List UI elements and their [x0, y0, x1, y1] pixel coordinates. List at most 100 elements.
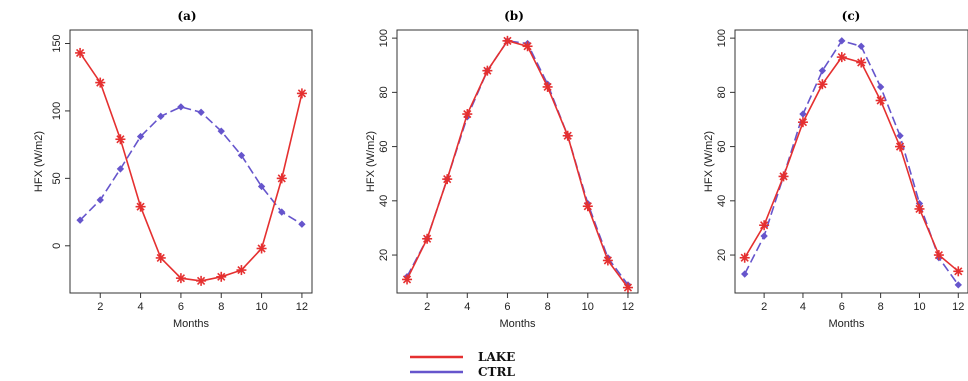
- series-line-ctrl: [743, 39, 959, 286]
- series-line-ctrl: [79, 106, 303, 225]
- data-point-lake: [895, 141, 906, 152]
- x-tick-label: 8: [218, 301, 224, 313]
- panel-title: (c): [842, 9, 861, 23]
- data-point-lake: [542, 81, 553, 92]
- y-tick-label: 80: [716, 86, 728, 98]
- y-tick-label: 40: [378, 195, 390, 207]
- data-point-lake: [875, 95, 886, 106]
- plot-frame: [69, 29, 313, 294]
- data-point-lake: [817, 79, 828, 90]
- data-point-lake: [759, 220, 770, 231]
- series-line-ctrl: [406, 39, 629, 286]
- y-tick-label: 60: [378, 140, 390, 152]
- data-point-ctrl: [896, 132, 904, 140]
- x-axis-label: Months: [173, 318, 210, 330]
- data-point-lake: [276, 173, 287, 184]
- panel-2: (b) 2 4 6 8 10 12 20 40 60 80 100 Months HFX (W/m2): [365, 9, 639, 330]
- data-point-lake: [135, 201, 146, 212]
- series-line-lake: [79, 52, 303, 282]
- y-tick-label: 60: [716, 140, 728, 152]
- plot-frame: [734, 29, 968, 294]
- x-tick-label: 10: [913, 301, 925, 313]
- y-tick-label: 80: [378, 86, 390, 98]
- y-axis-label: HFX (W/m2): [33, 131, 45, 192]
- x-tick-label: 2: [97, 301, 103, 313]
- x-tick-label: 6: [178, 301, 184, 313]
- data-point-lake: [256, 243, 267, 254]
- x-tick-label: 8: [545, 301, 551, 313]
- y-axis-label: HFX (W/m2): [365, 131, 377, 192]
- x-tick-label: 6: [839, 301, 845, 313]
- x-tick-label: 2: [424, 301, 430, 313]
- data-point-lake: [216, 271, 227, 282]
- panel-title: (b): [504, 9, 524, 23]
- data-point-lake: [422, 233, 433, 244]
- data-point-lake: [196, 275, 207, 286]
- x-tick-label: 6: [504, 301, 510, 313]
- y-tick-label: 150: [51, 34, 63, 52]
- data-point-lake: [155, 252, 166, 263]
- y-tick-label: 40: [716, 195, 728, 207]
- x-tick-label: 12: [622, 301, 634, 313]
- data-point-ctrl: [237, 151, 246, 160]
- panel-3: (c) 2 4 6 8 10 12 20 40 60 80 100 Months HFX (W/m2): [703, 9, 968, 330]
- data-point-lake: [236, 265, 247, 276]
- y-tick-label: 20: [378, 249, 390, 261]
- data-point-lake: [933, 250, 944, 261]
- data-point-lake: [522, 41, 533, 52]
- plot-frame: [396, 29, 639, 294]
- data-point-lake: [175, 273, 186, 284]
- data-point-lake: [115, 134, 126, 145]
- x-tick-label: 10: [582, 301, 594, 313]
- data-point-ctrl: [838, 37, 846, 45]
- legend: LAKE CTRL: [410, 350, 515, 379]
- y-axis-label: HFX (W/m2): [703, 131, 715, 192]
- data-point-ctrl: [177, 103, 185, 111]
- x-axis-label: Months: [499, 318, 536, 330]
- data-point-ctrl: [96, 196, 104, 204]
- panel-1: (a) 2 4 6 8 10 12 0 50 100 150 Months HFX (W/m2): [33, 9, 313, 330]
- panel-title: (a): [177, 9, 196, 23]
- data-point-lake: [602, 255, 613, 266]
- x-tick-label: 4: [464, 301, 470, 313]
- x-tick-label: 2: [761, 301, 767, 313]
- data-point-lake: [797, 117, 808, 128]
- data-point-lake: [953, 266, 964, 277]
- x-tick-label: 4: [800, 301, 806, 313]
- series-line-lake: [406, 39, 629, 289]
- data-point-ctrl: [741, 270, 749, 278]
- data-point-lake: [778, 171, 789, 182]
- y-tick-label: 0: [51, 243, 63, 249]
- data-point-ctrl: [760, 232, 768, 240]
- x-tick-label: 10: [255, 301, 267, 313]
- y-tick-label: 50: [51, 172, 63, 184]
- y-tick-label: 100: [716, 29, 728, 47]
- data-point-lake: [482, 65, 493, 76]
- data-point-lake: [739, 252, 750, 263]
- data-point-lake: [622, 282, 633, 293]
- x-axis-label: Months: [828, 318, 865, 330]
- data-point-ctrl: [876, 83, 885, 91]
- x-tick-label: 4: [138, 301, 144, 313]
- data-point-lake: [914, 203, 925, 214]
- x-tick-label: 12: [952, 301, 964, 313]
- legend-label-ctrl: CTRL: [478, 365, 515, 379]
- data-point-ctrl: [298, 220, 306, 228]
- data-point-ctrl: [157, 112, 165, 120]
- x-tick-label: 12: [296, 301, 308, 313]
- data-point-ctrl: [197, 108, 205, 116]
- data-point-lake: [582, 201, 593, 212]
- data-point-lake: [402, 274, 413, 285]
- data-point-lake: [296, 88, 307, 99]
- y-tick-label: 100: [378, 29, 390, 47]
- data-point-lake: [856, 57, 867, 68]
- data-point-lake: [462, 109, 473, 120]
- data-point-lake: [95, 77, 106, 88]
- data-point-lake: [502, 35, 513, 46]
- x-tick-label: 8: [878, 301, 884, 313]
- y-tick-label: 20: [716, 249, 728, 261]
- data-point-lake: [836, 52, 847, 63]
- legend-label-lake: LAKE: [478, 350, 515, 364]
- data-point-lake: [562, 130, 573, 141]
